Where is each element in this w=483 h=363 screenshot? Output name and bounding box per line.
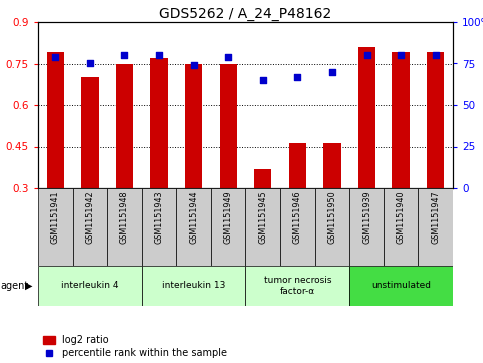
Text: GSM1151945: GSM1151945: [258, 190, 267, 244]
Point: [51, 54, 59, 60]
Text: GSM1151939: GSM1151939: [362, 190, 371, 244]
Text: tumor necrosis
factor-α: tumor necrosis factor-α: [264, 276, 331, 296]
Bar: [220, 64, 237, 188]
Text: GSM1151949: GSM1151949: [224, 190, 233, 244]
Bar: [81, 77, 99, 188]
Point: [328, 69, 336, 75]
Text: GSM1151950: GSM1151950: [327, 190, 337, 244]
Bar: [349, 266, 453, 306]
Point: [294, 74, 301, 80]
Text: GSM1151948: GSM1151948: [120, 190, 129, 244]
Bar: [384, 188, 418, 266]
Text: GSM1151947: GSM1151947: [431, 190, 440, 244]
Bar: [349, 188, 384, 266]
Bar: [142, 266, 245, 306]
Text: GSM1151946: GSM1151946: [293, 190, 302, 244]
Bar: [393, 52, 410, 188]
Point: [155, 52, 163, 58]
Bar: [323, 143, 341, 188]
Bar: [150, 58, 168, 188]
Bar: [38, 188, 72, 266]
Text: unstimulated: unstimulated: [371, 281, 431, 290]
Text: interleukin 13: interleukin 13: [162, 281, 225, 290]
Bar: [280, 188, 314, 266]
Bar: [211, 188, 245, 266]
Bar: [176, 188, 211, 266]
Title: GDS5262 / A_24_P48162: GDS5262 / A_24_P48162: [159, 7, 332, 21]
Bar: [107, 188, 142, 266]
Text: GSM1151940: GSM1151940: [397, 190, 406, 244]
Legend: log2 ratio, percentile rank within the sample: log2 ratio, percentile rank within the s…: [43, 335, 227, 358]
Text: agent: agent: [0, 281, 28, 291]
Bar: [314, 188, 349, 266]
Point: [363, 52, 370, 58]
Bar: [245, 266, 349, 306]
Point: [432, 52, 440, 58]
Bar: [358, 47, 375, 188]
Text: ▶: ▶: [25, 281, 32, 291]
Text: GSM1151943: GSM1151943: [155, 190, 164, 244]
Text: interleukin 4: interleukin 4: [61, 281, 119, 290]
Bar: [116, 64, 133, 188]
Point: [190, 62, 198, 68]
Bar: [418, 188, 453, 266]
Text: GSM1151941: GSM1151941: [51, 190, 60, 244]
Bar: [47, 52, 64, 188]
Point: [121, 52, 128, 58]
Bar: [289, 143, 306, 188]
Bar: [185, 64, 202, 188]
Point: [259, 77, 267, 83]
Bar: [142, 188, 176, 266]
Point: [224, 54, 232, 60]
Bar: [38, 266, 142, 306]
Text: GSM1151942: GSM1151942: [85, 190, 94, 244]
Text: GSM1151944: GSM1151944: [189, 190, 198, 244]
Point: [86, 61, 94, 66]
Bar: [427, 52, 444, 188]
Bar: [254, 169, 271, 188]
Bar: [245, 188, 280, 266]
Bar: [72, 188, 107, 266]
Point: [397, 52, 405, 58]
